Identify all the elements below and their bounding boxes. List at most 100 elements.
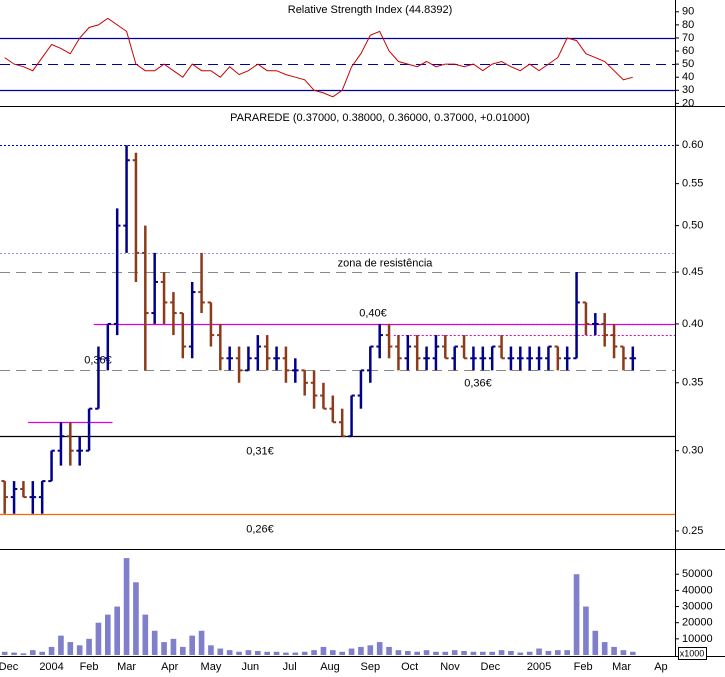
y-tick-label: 0.40 <box>682 318 703 330</box>
y-tick-label: 50000 <box>682 568 713 580</box>
x-tick-label: Mar <box>612 661 631 673</box>
volume-bar <box>142 614 149 655</box>
y-tick-label: 10000 <box>682 633 713 645</box>
volume-bar <box>273 651 280 655</box>
x-tick-label: Feb <box>80 661 99 673</box>
volume-bar <box>433 651 439 655</box>
volume-bar <box>414 651 420 655</box>
y-tick-label: 20000 <box>682 617 713 629</box>
y-tick-label: 50 <box>682 58 694 70</box>
volume-bar <box>348 648 355 655</box>
volume-bar <box>339 651 345 655</box>
volume-bar <box>76 645 83 655</box>
volume-bar <box>161 642 167 655</box>
x-tick-label: 2005 <box>527 661 551 673</box>
volume-bar <box>376 642 383 655</box>
volume-bar <box>105 614 111 655</box>
x-tick-label: Mar <box>117 661 136 673</box>
y-tick-label: 0.60 <box>682 139 703 151</box>
volume-bar <box>236 651 242 655</box>
volume-bar <box>583 606 589 655</box>
volume-bar <box>255 650 261 655</box>
volume-bar <box>405 650 411 655</box>
volume-bar <box>123 558 130 655</box>
volume-bar <box>451 650 458 655</box>
unit-box <box>678 647 707 660</box>
y-tick-label: 40000 <box>682 584 713 596</box>
x-tick-label: Sep <box>361 661 381 673</box>
volume-bar <box>39 651 45 655</box>
volume-bar <box>320 646 327 655</box>
volume-bar <box>226 650 233 655</box>
volume-bar <box>508 650 514 655</box>
volume-bar <box>620 650 627 655</box>
volume-bar <box>283 652 289 655</box>
volume-bar <box>573 574 580 655</box>
volume-bar <box>367 645 374 655</box>
volume-bar <box>526 651 533 655</box>
unit-label: x1000 <box>680 648 705 658</box>
volume-bar <box>245 650 252 655</box>
volume-bar <box>95 622 102 655</box>
y-tick-label: 0.25 <box>682 525 703 537</box>
volume-bar <box>489 651 495 655</box>
volume-bar <box>198 630 205 655</box>
volume-bar <box>592 630 599 655</box>
x-tick-label: Jun <box>241 661 259 673</box>
rsi-title: Relative Strength Index (44.8392) <box>288 4 453 16</box>
x-tick-label: 2004 <box>39 661 63 673</box>
level-label: 0,31€ <box>246 445 274 457</box>
volume-bar <box>11 652 17 655</box>
volume-bar <box>498 650 505 655</box>
y-tick-label: 0.50 <box>682 220 703 232</box>
x-tick-label: Oct <box>401 661 418 673</box>
x-tick-label: May <box>201 661 222 673</box>
price-title: PARAREDE (0.37000, 0.38000, 0.36000, 0.3… <box>230 112 530 124</box>
volume-bar <box>151 630 158 655</box>
volume-bar <box>48 646 55 655</box>
volume-bar <box>208 645 214 655</box>
volume-bar <box>517 652 524 655</box>
volume-bar <box>311 650 317 655</box>
volume-bar <box>395 650 402 655</box>
volume-bar <box>292 652 299 655</box>
volume-bar <box>536 648 542 655</box>
x-tick-label: Ap <box>654 661 667 673</box>
volume-bar <box>480 651 486 655</box>
y-tick-label: 0.30 <box>682 445 703 457</box>
y-tick-label: 0.45 <box>682 266 703 278</box>
x-tick-label: Jul <box>283 661 297 673</box>
level-label: 0,40€ <box>359 307 387 319</box>
volume-bar <box>386 646 392 655</box>
y-tick-label: 90 <box>682 6 694 18</box>
volume-bar <box>601 642 608 655</box>
y-tick-label: 30000 <box>682 600 713 612</box>
y-tick-label: 40 <box>682 71 694 83</box>
level-label: 0,26€ <box>246 523 274 535</box>
volume-bar <box>442 651 449 655</box>
volume-bar <box>630 651 636 655</box>
volume-bar <box>1 651 8 655</box>
x-tick-label: Dec <box>0 661 19 673</box>
volume-bar <box>58 635 64 655</box>
volume-bar <box>114 606 120 655</box>
volume-bar <box>170 638 177 655</box>
volume-bar <box>67 642 74 655</box>
level-label: zona de resistência <box>338 257 434 269</box>
y-tick-label: 0.35 <box>682 377 703 389</box>
volume-bar <box>217 648 224 655</box>
x-tick-label: Apr <box>161 661 178 673</box>
x-tick-label: Feb <box>574 661 593 673</box>
volume-bar <box>330 650 336 655</box>
volume-bar <box>20 653 27 655</box>
volume-bar <box>189 635 195 655</box>
volume-bar <box>133 582 139 655</box>
level-label: 0,36€ <box>464 377 492 389</box>
volume-bar <box>611 646 617 655</box>
x-tick-label: Aug <box>320 661 340 673</box>
volume-bar <box>545 650 552 655</box>
y-tick-label: 60 <box>682 45 694 57</box>
volume-bar <box>30 650 36 655</box>
volume-bar <box>86 638 92 655</box>
